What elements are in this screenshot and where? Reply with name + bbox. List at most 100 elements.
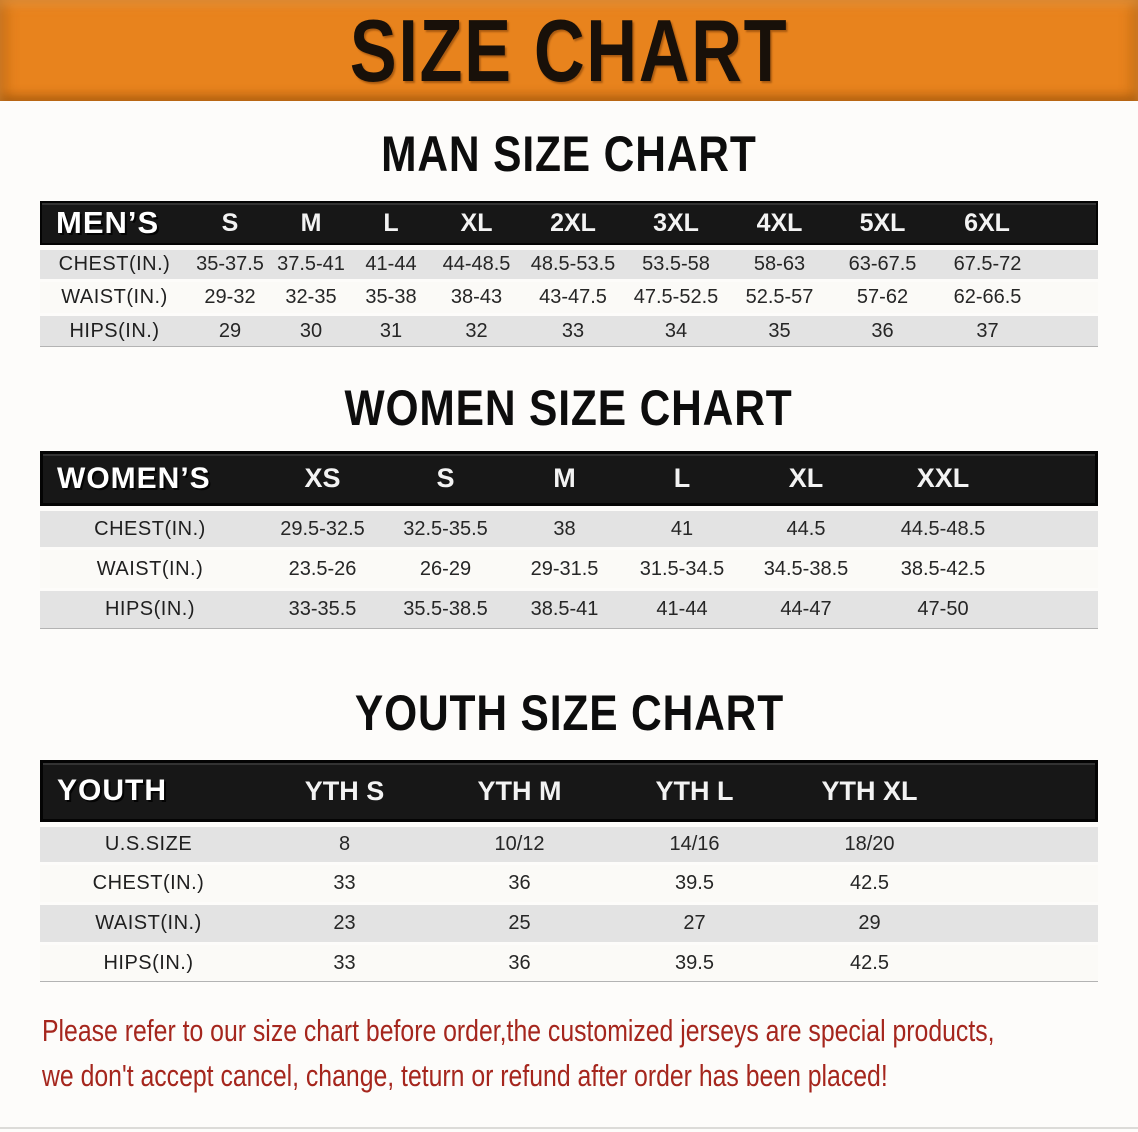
header-cell: L bbox=[623, 451, 741, 506]
women-header-corner: WOMEN’S bbox=[40, 451, 260, 506]
men-header-corner: MEN’S bbox=[40, 201, 189, 245]
value-cell: 37 bbox=[934, 313, 1040, 347]
men-header-row: MEN’S S M L XL 2XL 3XL 4XL 5XL 6XL bbox=[40, 201, 1098, 245]
value-cell: 33 bbox=[257, 862, 432, 902]
youth-size-table: YOUTH YTH S YTH M YTH L YTH XL U.S.SIZE … bbox=[40, 760, 1098, 982]
value-cell: 58-63 bbox=[728, 245, 831, 279]
value-cell: 31 bbox=[351, 313, 431, 347]
header-cell: XL bbox=[741, 451, 871, 506]
women-heading-text: WOMEN SIZE CHART bbox=[344, 380, 794, 436]
value-cell: 26-29 bbox=[385, 547, 506, 588]
value-cell: 47-50 bbox=[871, 588, 1015, 629]
value-cell: 41 bbox=[623, 506, 741, 547]
value-cell: 23.5-26 bbox=[260, 547, 385, 588]
filler-cell bbox=[1015, 547, 1098, 588]
header-cell: YTH S bbox=[257, 760, 432, 822]
value-cell: 41-44 bbox=[623, 588, 741, 629]
filler-cell bbox=[957, 862, 1098, 902]
value-cell: 63-67.5 bbox=[831, 245, 934, 279]
value-cell: 39.5 bbox=[607, 862, 782, 902]
women-header-row: WOMEN’S XS S M L XL XXL bbox=[40, 451, 1098, 506]
header-cell: M bbox=[506, 451, 623, 506]
table-row: WAIST(IN.) 23 25 27 29 bbox=[40, 902, 1098, 942]
value-cell: 14/16 bbox=[607, 822, 782, 862]
value-cell: 36 bbox=[432, 942, 607, 982]
header-filler-cell bbox=[1015, 451, 1098, 506]
disclaimer: Please refer to our size chart before or… bbox=[42, 1008, 1138, 1098]
row-label: CHEST(IN.) bbox=[40, 862, 257, 902]
value-cell: 18/20 bbox=[782, 822, 957, 862]
table-row: WAIST(IN.) 23.5-26 26-29 29-31.5 31.5-34… bbox=[40, 547, 1098, 588]
header-cell: L bbox=[351, 201, 431, 245]
value-cell: 34 bbox=[624, 313, 728, 347]
value-cell: 29-31.5 bbox=[506, 547, 623, 588]
header-cell: S bbox=[189, 201, 271, 245]
value-cell: 32 bbox=[431, 313, 522, 347]
header-cell: XL bbox=[431, 201, 522, 245]
value-cell: 36 bbox=[831, 313, 934, 347]
table-row: HIPS(IN.) 33 36 39.5 42.5 bbox=[40, 942, 1098, 982]
women-section-heading: WOMEN SIZE CHART bbox=[0, 379, 1138, 437]
value-cell: 44-47 bbox=[741, 588, 871, 629]
value-cell: 35-38 bbox=[351, 279, 431, 313]
value-cell: 44-48.5 bbox=[431, 245, 522, 279]
women-size-table: WOMEN’S XS S M L XL XXL CHEST(IN.) 29.5-… bbox=[40, 451, 1098, 629]
value-cell: 42.5 bbox=[782, 942, 957, 982]
header-cell: XXL bbox=[871, 451, 1015, 506]
header-cell: 5XL bbox=[831, 201, 934, 245]
value-cell: 25 bbox=[432, 902, 607, 942]
filler-cell bbox=[1040, 279, 1098, 313]
value-cell: 29-32 bbox=[189, 279, 271, 313]
value-cell: 38 bbox=[506, 506, 623, 547]
value-cell: 37.5-41 bbox=[271, 245, 351, 279]
men-heading-text: MAN SIZE CHART bbox=[381, 126, 757, 182]
value-cell: 32.5-35.5 bbox=[385, 506, 506, 547]
filler-cell bbox=[1040, 245, 1098, 279]
row-label: WAIST(IN.) bbox=[40, 547, 260, 588]
value-cell: 10/12 bbox=[432, 822, 607, 862]
disclaimer-line-2: we don't accept cancel, change, teturn o… bbox=[42, 1058, 888, 1093]
header-cell: YTH L bbox=[607, 760, 782, 822]
value-cell: 48.5-53.5 bbox=[522, 245, 624, 279]
value-cell: 23 bbox=[257, 902, 432, 942]
youth-header-row: YOUTH YTH S YTH M YTH L YTH XL bbox=[40, 760, 1098, 822]
value-cell: 39.5 bbox=[607, 942, 782, 982]
table-row: HIPS(IN.) 29 30 31 32 33 34 35 36 37 bbox=[40, 313, 1098, 347]
value-cell: 57-62 bbox=[831, 279, 934, 313]
value-cell: 29 bbox=[782, 902, 957, 942]
table-row: CHEST(IN.) 35-37.5 37.5-41 41-44 44-48.5… bbox=[40, 245, 1098, 279]
value-cell: 41-44 bbox=[351, 245, 431, 279]
value-cell: 35 bbox=[728, 313, 831, 347]
row-label: HIPS(IN.) bbox=[40, 313, 189, 347]
value-cell: 42.5 bbox=[782, 862, 957, 902]
size-chart-banner: SIZE CHART bbox=[0, 0, 1138, 101]
header-cell: 2XL bbox=[522, 201, 624, 245]
table-row: CHEST(IN.) 29.5-32.5 32.5-35.5 38 41 44.… bbox=[40, 506, 1098, 547]
value-cell: 38.5-42.5 bbox=[871, 547, 1015, 588]
value-cell: 67.5-72 bbox=[934, 245, 1040, 279]
value-cell: 31.5-34.5 bbox=[623, 547, 741, 588]
header-cell: YTH M bbox=[432, 760, 607, 822]
value-cell: 29 bbox=[189, 313, 271, 347]
page-title: SIZE CHART bbox=[349, 0, 789, 100]
value-cell: 53.5-58 bbox=[624, 245, 728, 279]
filler-cell bbox=[1015, 588, 1098, 629]
header-cell: 3XL bbox=[624, 201, 728, 245]
value-cell: 35-37.5 bbox=[189, 245, 271, 279]
value-cell: 29.5-32.5 bbox=[260, 506, 385, 547]
value-cell: 44.5 bbox=[741, 506, 871, 547]
youth-header-corner: YOUTH bbox=[40, 760, 257, 822]
bottom-divider bbox=[0, 1127, 1138, 1129]
value-cell: 38-43 bbox=[431, 279, 522, 313]
table-row: U.S.SIZE 8 10/12 14/16 18/20 bbox=[40, 822, 1098, 862]
header-cell: M bbox=[271, 201, 351, 245]
row-label: WAIST(IN.) bbox=[40, 279, 189, 313]
row-label: HIPS(IN.) bbox=[40, 588, 260, 629]
value-cell: 35.5-38.5 bbox=[385, 588, 506, 629]
youth-section-heading: YOUTH SIZE CHART bbox=[0, 684, 1138, 742]
value-cell: 8 bbox=[257, 822, 432, 862]
row-label: U.S.SIZE bbox=[40, 822, 257, 862]
filler-cell bbox=[957, 902, 1098, 942]
value-cell: 36 bbox=[432, 862, 607, 902]
men-size-table: MEN’S S M L XL 2XL 3XL 4XL 5XL 6XL CHEST… bbox=[40, 201, 1098, 347]
